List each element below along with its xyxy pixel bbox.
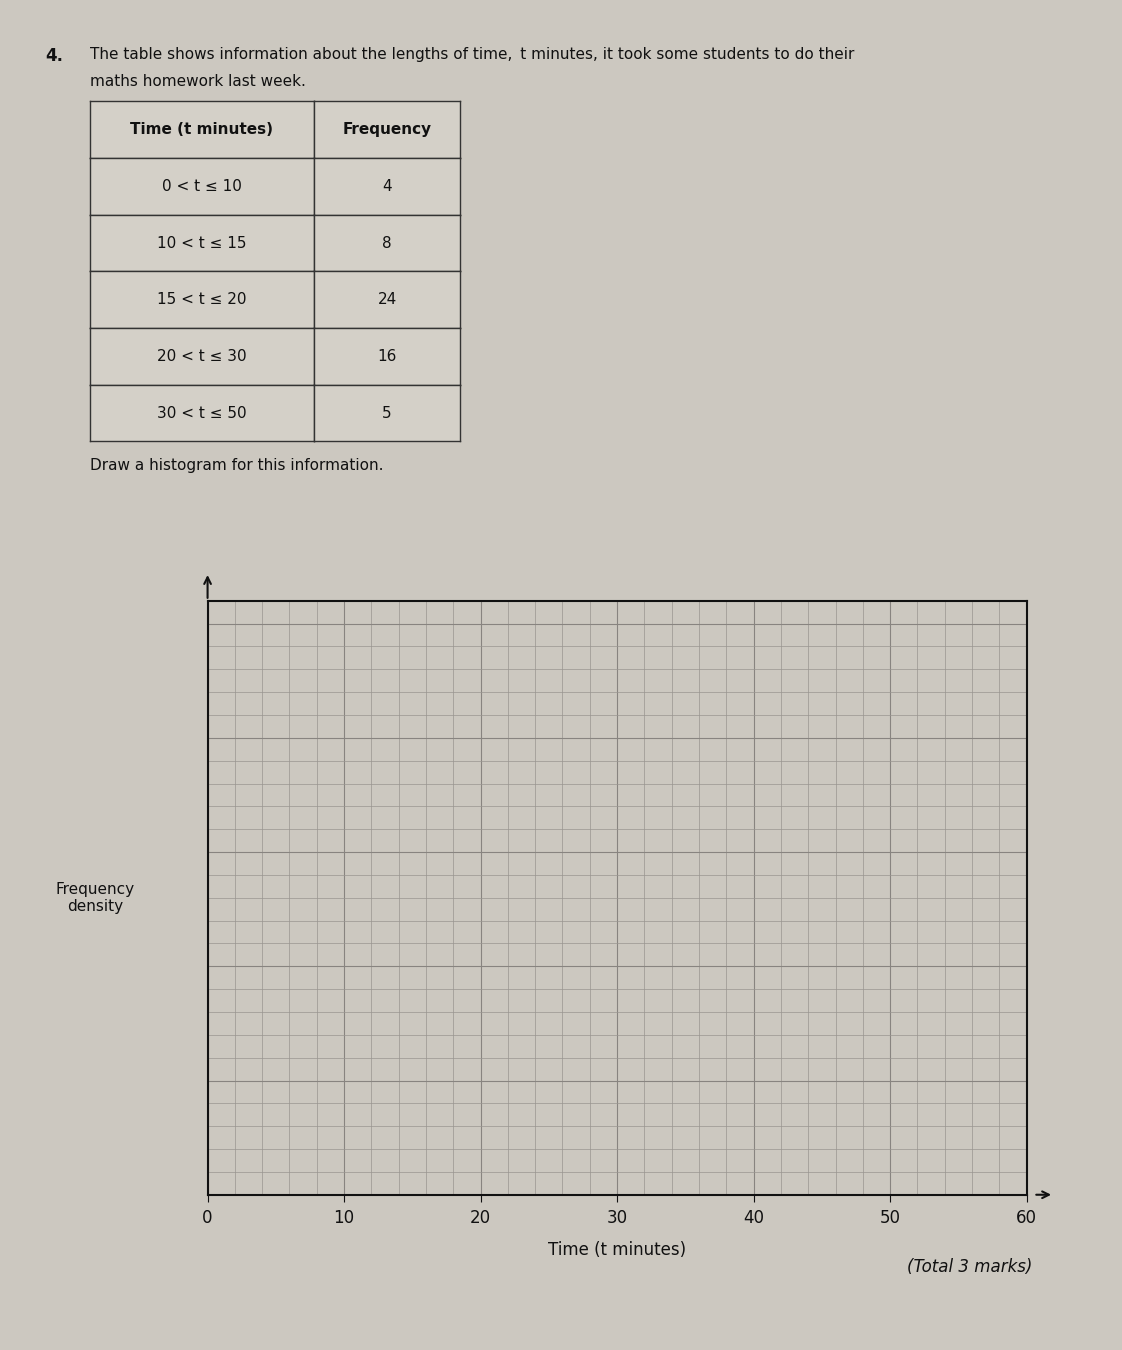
Text: 10 < t ≤ 15: 10 < t ≤ 15 xyxy=(157,235,247,251)
Text: 15 < t ≤ 20: 15 < t ≤ 20 xyxy=(157,292,247,308)
Text: Draw a histogram for this information.: Draw a histogram for this information. xyxy=(90,458,384,472)
X-axis label: Time (t minutes): Time (t minutes) xyxy=(548,1241,687,1258)
Text: 0 < t ≤ 10: 0 < t ≤ 10 xyxy=(162,178,242,194)
Text: maths homework last week.: maths homework last week. xyxy=(90,74,305,89)
Text: 4.: 4. xyxy=(45,47,63,65)
Text: 5: 5 xyxy=(383,405,392,421)
Text: The table shows information about the lengths of time,  t minutes, it took some : The table shows information about the le… xyxy=(90,47,854,62)
Text: Frequency: Frequency xyxy=(342,122,432,138)
Text: 4: 4 xyxy=(383,178,392,194)
Text: Time (t minutes): Time (t minutes) xyxy=(130,122,274,138)
Text: 30 < t ≤ 50: 30 < t ≤ 50 xyxy=(157,405,247,421)
Text: 16: 16 xyxy=(377,348,397,364)
Text: 24: 24 xyxy=(377,292,397,308)
Text: (Total 3 marks): (Total 3 marks) xyxy=(907,1258,1032,1276)
Text: 20 < t ≤ 30: 20 < t ≤ 30 xyxy=(157,348,247,364)
Text: 8: 8 xyxy=(383,235,392,251)
Text: Frequency
density: Frequency density xyxy=(56,882,135,914)
